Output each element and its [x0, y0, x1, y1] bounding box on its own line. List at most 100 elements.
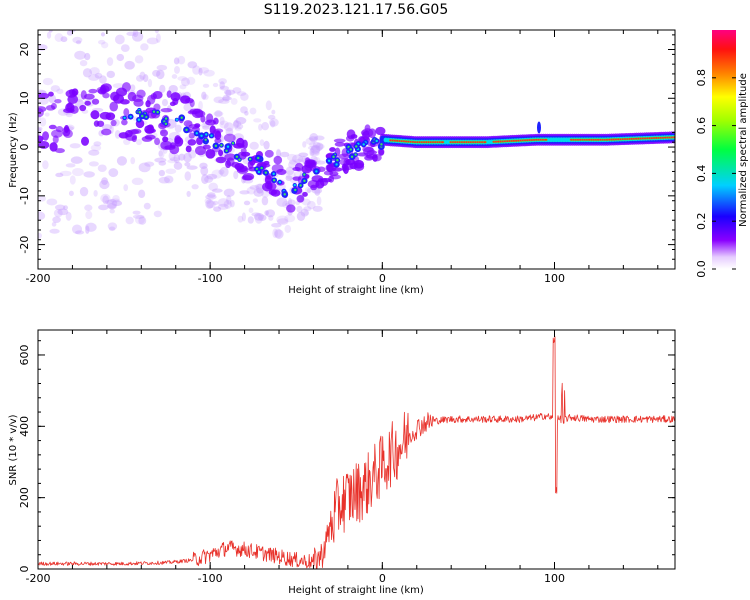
snr-ticks: -200 -100 0 100 0 200 400 600: [18, 330, 675, 585]
spectrogram-speckle: [303, 206, 312, 212]
spectrogram-speckle: [211, 169, 223, 179]
spectrogram-blob: [273, 155, 283, 165]
colorbar-tick-label: 0.6: [695, 117, 708, 135]
spectrogram-blob: [71, 88, 79, 96]
spectrogram-speckle: [213, 111, 224, 117]
spectrogram-peak: [335, 163, 338, 166]
spectrogram-peak: [235, 155, 239, 158]
spectrogram-blob: [123, 108, 130, 117]
spectrogram-speckle: [70, 156, 83, 164]
spectrogram-speckle: [251, 212, 261, 217]
spectrogram-speckle: [246, 186, 256, 195]
spectrogram-speckle: [107, 203, 117, 210]
spectrogram-blob: [136, 89, 146, 98]
snr-xtick-label: 100: [544, 572, 565, 585]
spectrogram-speckle: [100, 32, 106, 37]
spectrogram-speckle: [65, 112, 73, 118]
spectrogram-speckle: [255, 183, 264, 194]
spectrogram-speckle: [49, 228, 60, 234]
spectrogram-speckle: [42, 77, 54, 86]
spectrogram-blob: [154, 137, 161, 146]
spectrogram-speckle: [198, 100, 203, 111]
spectrogram-speckle: [54, 204, 66, 211]
spectrogram-speckle: [143, 202, 151, 210]
spectrogram-peak: [375, 139, 378, 143]
snr-ytick-label: 0: [18, 566, 31, 573]
spectrogram-speckle: [240, 92, 249, 101]
spectrogram-speckle: [271, 109, 276, 115]
spectrogram-speckle: [184, 162, 191, 167]
snr-series-line: [38, 336, 675, 569]
spectrogram-blob: [88, 88, 98, 94]
spectrogram-speckle: [249, 107, 257, 115]
spectrogram-speckle: [173, 161, 183, 170]
spectrogram-xtick-label: -200: [26, 272, 51, 285]
spectrogram-peak: [355, 145, 358, 148]
spectrogram-speckle: [300, 208, 309, 217]
spectrogram-speckle: [315, 160, 326, 165]
spectrogram-blob: [302, 191, 308, 197]
spectrogram-peak: [272, 172, 275, 176]
spectrogram-peak: [164, 122, 168, 126]
spectrogram-speckle: [90, 144, 102, 152]
spectrogram-speckle: [315, 142, 324, 151]
spectrogram-speckle: [219, 85, 230, 91]
spectrogram-speckle: [140, 43, 149, 51]
spectrogram-blob: [205, 148, 216, 159]
snr-frame: [37, 329, 676, 570]
spectrogram-blob: [84, 100, 92, 106]
spectrogram-speckle: [59, 170, 72, 177]
spectrogram-blob: [241, 174, 253, 181]
spectrogram-speckle: [85, 210, 93, 220]
spectrogram-speckle: [101, 124, 113, 131]
spectrogram-blob: [214, 138, 222, 144]
spectrogram-speckle: [38, 195, 46, 202]
spectrogram-speckle: [219, 120, 229, 129]
spectrogram-blob: [166, 90, 172, 98]
spectrogram-speckle: [213, 206, 222, 212]
spectrogram-blob: [315, 179, 325, 189]
spectrogram-speckle: [247, 216, 254, 224]
spectrogram-speckle: [240, 106, 248, 114]
spectrogram-speckle: [205, 199, 214, 209]
spectrogram-speckle: [211, 188, 223, 193]
spectrogram-xtick-label: -100: [198, 272, 223, 285]
spectrogram-speckle: [48, 30, 53, 33]
spectrogram-speckle: [309, 141, 317, 148]
colorbar-gradient: [712, 30, 736, 269]
spectrogram-blob: [363, 146, 375, 157]
spectrogram-speckle: [106, 198, 118, 209]
spectrogram-speckle: [253, 212, 264, 221]
spectrogram-speckle: [38, 211, 46, 221]
spectrogram-speckle: [206, 173, 218, 180]
snr-xlabel: Height of straight line (km): [288, 585, 424, 596]
spectrogram-peak: [278, 180, 282, 184]
spectrogram-speckle: [205, 194, 217, 200]
spectrogram-speckle: [155, 33, 161, 43]
spectrogram-blob: [334, 141, 346, 147]
spectrogram-speckle: [38, 126, 43, 131]
spectrogram-peak: [175, 118, 179, 121]
spectrogram-speckle: [279, 151, 290, 158]
chart-title: S119.2023.121.17.56.G05: [264, 2, 449, 18]
spectrogram-speckle: [248, 207, 254, 214]
spectrogram-speckle: [191, 184, 199, 190]
spectrogram-speckle: [57, 24, 67, 28]
spectrogram-xtick-label: 100: [544, 272, 565, 285]
spectrogram-blob: [187, 139, 197, 146]
spectrogram-blob: [233, 143, 245, 149]
spectrogram-speckle: [38, 127, 42, 136]
spectrogram-speckle: [257, 214, 267, 221]
spectrogram-ytick-label: -10: [18, 187, 31, 205]
spectrogram-speckle: [158, 176, 170, 184]
spectrogram-speckle: [213, 96, 225, 104]
spectrogram-peak: [138, 111, 141, 114]
spectrogram-speckle: [41, 8, 51, 17]
spectrogram-speckle: [72, 36, 83, 44]
spectrogram-speckle: [108, 226, 116, 232]
spectrogram-spike: [536, 121, 541, 134]
spectrogram-speckle: [235, 117, 247, 125]
spectrogram-speckle: [234, 126, 242, 131]
spectrogram-speckle: [218, 169, 225, 175]
spectrogram-speckle: [222, 94, 230, 102]
